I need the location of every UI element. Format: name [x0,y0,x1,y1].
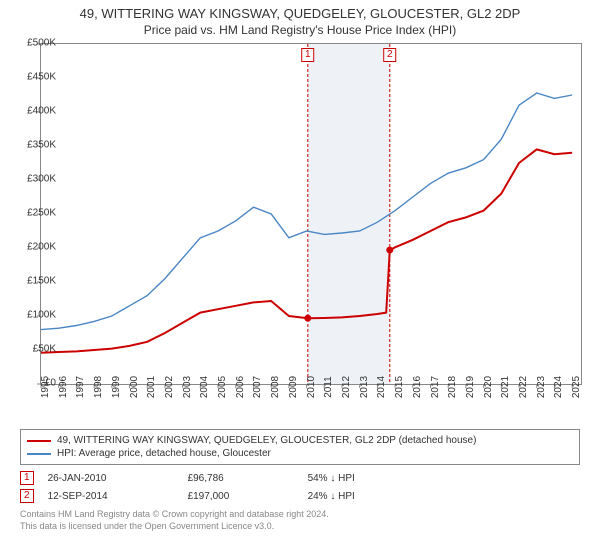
x-axis-tick-label: 2021 [500,376,511,398]
x-axis-tick-label: 1996 [58,376,69,398]
x-axis-tick-label: 2002 [164,376,175,398]
y-axis-tick-label: £150K [27,276,56,287]
x-axis-tick-label: 2016 [412,376,423,398]
legend-label: HPI: Average price, detached house, Glou… [57,448,271,459]
series-line-hpi [41,93,572,330]
sale-date: 26-JAN-2010 [48,473,188,484]
legend-item: HPI: Average price, detached house, Glou… [27,447,573,460]
x-axis-tick-label: 1999 [111,376,122,398]
x-axis-tick-label: 2022 [518,376,529,398]
sale-marker-badge: 2 [20,489,34,503]
sale-marker-label: 1 [301,48,315,62]
series-marker [386,247,393,254]
legend-swatch [27,453,51,455]
sale-marker-label: 2 [383,48,397,62]
x-axis-tick-label: 2023 [536,376,547,398]
plot-box: 12 [40,43,582,385]
chart-subtitle: Price paid vs. HM Land Registry's House … [0,21,600,41]
x-axis-tick-label: 2018 [447,376,458,398]
legend-item: 49, WITTERING WAY KINGSWAY, QUEDGELEY, G… [27,434,573,447]
footer-line-1: Contains HM Land Registry data © Crown c… [20,509,580,521]
x-axis-tick-label: 2011 [323,376,334,398]
legend-label: 49, WITTERING WAY KINGSWAY, QUEDGELEY, G… [57,435,476,446]
x-axis-tick-label: 1997 [75,376,86,398]
x-axis-tick-label: 2004 [199,376,210,398]
y-axis-tick-label: £350K [27,140,56,151]
series-line-property [41,149,572,352]
x-axis-tick-label: 2009 [288,376,299,398]
legend: 49, WITTERING WAY KINGSWAY, QUEDGELEY, G… [20,429,580,465]
x-axis-tick-label: 2007 [252,376,263,398]
y-axis-tick-label: £300K [27,174,56,185]
x-axis-tick-label: 2005 [217,376,228,398]
y-axis-tick-label: £400K [27,106,56,117]
x-axis-tick-label: 2010 [306,376,317,398]
x-axis-tick-label: 2001 [146,376,157,398]
x-axis-tick-label: 1998 [93,376,104,398]
sale-row: 1 26-JAN-2010£96,78654% ↓ HPI [20,469,580,487]
sale-price: £197,000 [188,491,308,502]
sale-price: £96,786 [188,473,308,484]
sale-diff-vs-hpi: 54% ↓ HPI [308,473,428,484]
x-axis-tick-label: 2006 [235,376,246,398]
footer-line-2: This data is licensed under the Open Gov… [20,521,580,533]
legend-swatch [27,440,51,442]
chart-area: 12 £0£50K£100K£150K£200K£250K£300K£350K£… [40,43,600,423]
y-axis-tick-label: £200K [27,242,56,253]
x-axis-tick-label: 2025 [571,376,582,398]
x-axis-tick-label: 2003 [182,376,193,398]
x-axis-tick-label: 2017 [430,376,441,398]
sale-diff-vs-hpi: 24% ↓ HPI [308,491,428,502]
x-axis-tick-label: 2020 [483,376,494,398]
chart-title: 49, WITTERING WAY KINGSWAY, QUEDGELEY, G… [0,0,600,21]
x-axis-tick-label: 2012 [341,376,352,398]
y-axis-tick-label: £250K [27,208,56,219]
x-axis-tick-label: 2024 [553,376,564,398]
x-axis-tick-label: 2015 [394,376,405,398]
y-axis-tick-label: £500K [27,38,56,49]
x-axis-tick-label: 2013 [359,376,370,398]
sale-row: 2 12-SEP-2014£197,00024% ↓ HPI [20,487,580,505]
sales-table: 1 26-JAN-2010£96,78654% ↓ HPI 2 12-SEP-2014… [20,469,580,505]
x-axis-tick-label: 2019 [465,376,476,398]
x-axis-tick-label: 2000 [129,376,140,398]
x-axis-tick-label: 2014 [376,376,387,398]
x-axis-tick-label: 2008 [270,376,281,398]
y-axis-tick-label: £450K [27,72,56,83]
sale-date: 12-SEP-2014 [48,491,188,502]
plot-svg [41,44,581,384]
y-axis-tick-label: £100K [27,310,56,321]
footer-attribution: Contains HM Land Registry data © Crown c… [20,509,580,532]
x-axis-tick-label: 1995 [40,376,51,398]
series-marker [304,315,311,322]
sale-marker-badge: 1 [20,471,34,485]
y-axis-tick-label: £50K [33,344,56,355]
